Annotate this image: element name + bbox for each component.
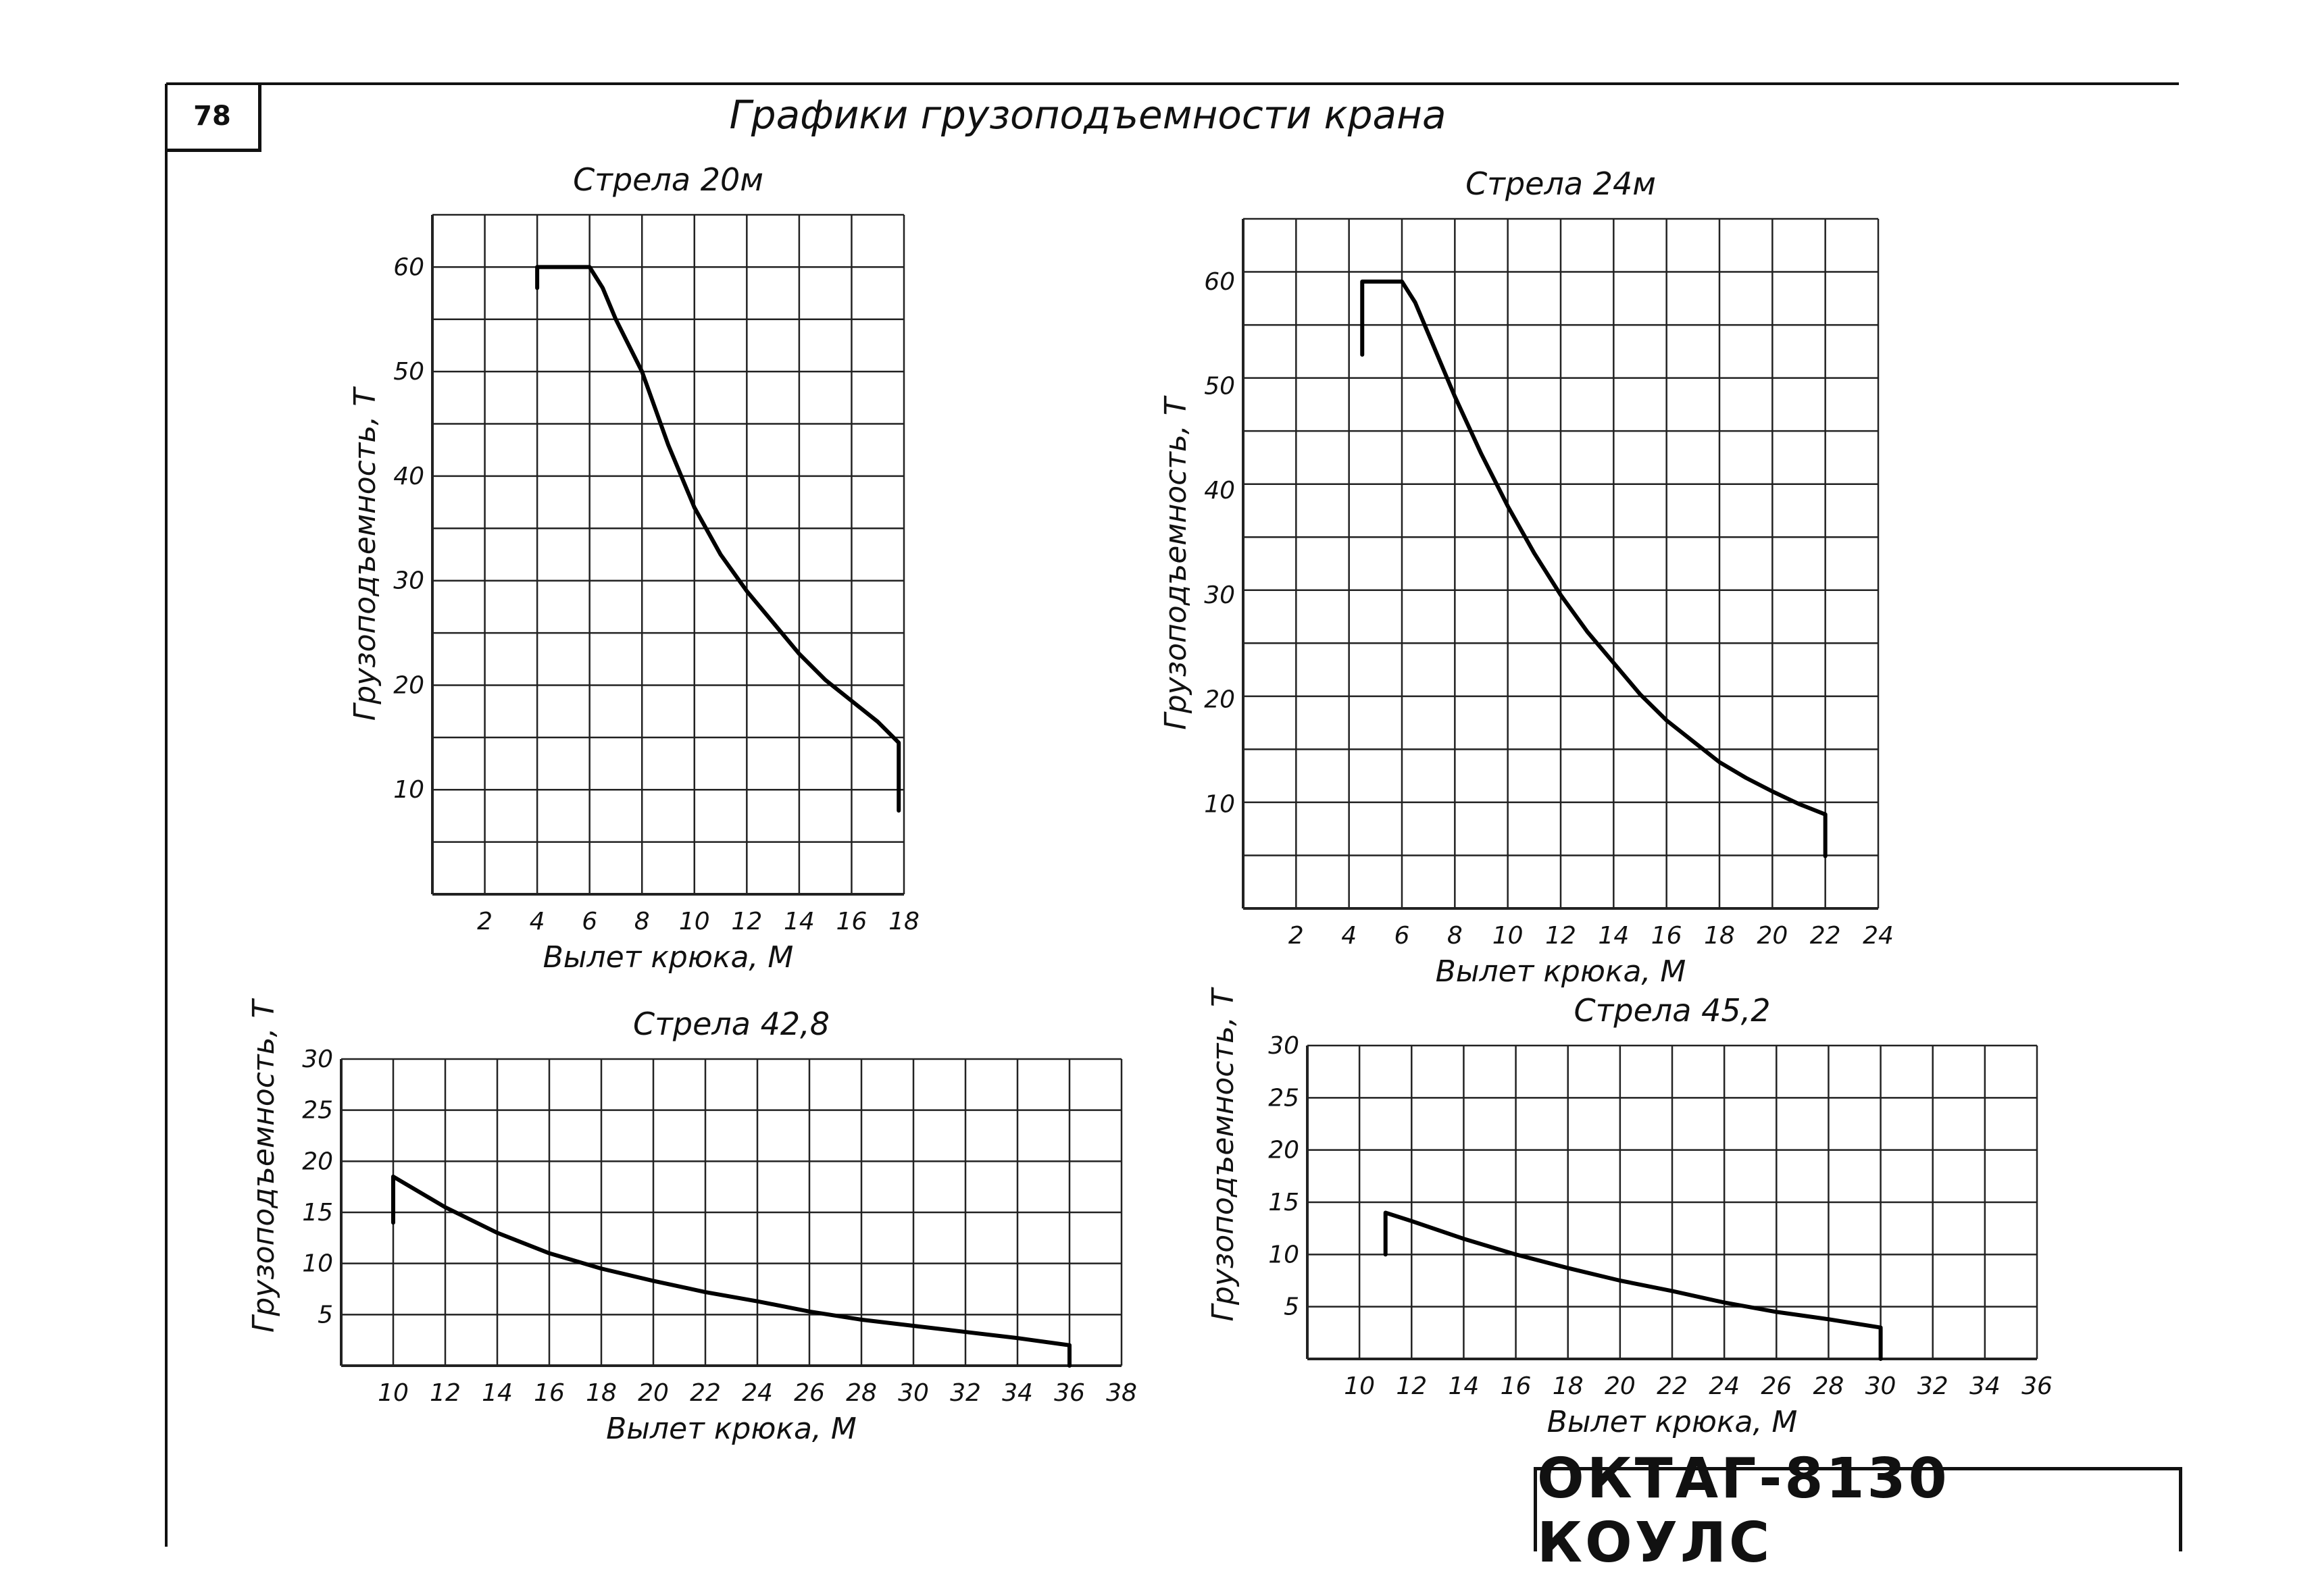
- chart-4-x-tick-label: 22: [1657, 1372, 1688, 1400]
- chart-2-x-tick-label: 20: [1757, 922, 1788, 950]
- chart-3-x-tick-label: 26: [794, 1379, 825, 1407]
- chart-2-x-tick-label: 14: [1598, 922, 1629, 950]
- chart-2-y-tick-label: 50: [1204, 373, 1235, 401]
- chart-4-x-tick-label: 26: [1761, 1372, 1792, 1400]
- chart-3-x-tick-label: 20: [638, 1379, 669, 1407]
- chart-3-series-line: [391, 1175, 1072, 1368]
- chart-4-y-tick-label: 5: [1284, 1293, 1299, 1321]
- chart-4-x-tick-label: 10: [1344, 1372, 1375, 1400]
- chart-1-y-tick-label: 20: [393, 671, 424, 699]
- chart-3-y-tick-label: 5: [318, 1301, 333, 1329]
- chart-1-x-tick-label: 2: [477, 908, 493, 935]
- chart-3-x-tick-label: 38: [1106, 1379, 1137, 1407]
- chart-1-x-tick-label: 16: [836, 908, 867, 935]
- chart-1-y-tick-label: 40: [393, 463, 424, 490]
- chart-2-y-tick-label: 30: [1204, 582, 1235, 609]
- chart-3-x-tick-label: 10: [378, 1379, 409, 1407]
- chart-3-x-tick-label: 18: [586, 1379, 617, 1407]
- chart-3-title: Стрела 42,8: [633, 1006, 830, 1042]
- chart-4-x-tick-label: 24: [1709, 1372, 1740, 1400]
- chart-4-x-axis-label: Вылет крюка, М: [1547, 1405, 1798, 1439]
- chart-1-x-tick-label: 12: [731, 908, 762, 935]
- chart-2-title: Стрела 24м: [1465, 165, 1656, 202]
- chart-3-x-tick-label: 28: [846, 1379, 877, 1407]
- page-title: Графики грузоподъемности крана: [729, 92, 1446, 138]
- chart-3-y-tick-label: 25: [302, 1097, 333, 1125]
- chart-2-x-tick-label: 8: [1447, 922, 1463, 950]
- chart-2-x-tick-label: 18: [1704, 922, 1735, 950]
- chart-2-y-tick-label: 10: [1204, 790, 1235, 818]
- chart-2-x-tick-label: 10: [1492, 922, 1524, 950]
- chart-1-x-axis-label: Вылет крюка, М: [543, 940, 794, 975]
- chart-1-x-tick-label: 18: [888, 908, 920, 935]
- chart-4-y-tick-label: 15: [1268, 1189, 1299, 1216]
- chart-4-x-tick-label: 18: [1553, 1372, 1584, 1400]
- chart-4-y-tick-label: 20: [1268, 1137, 1299, 1164]
- chart-3-x-tick-label: 16: [534, 1379, 565, 1407]
- chart-3-y-tick-label: 30: [302, 1046, 333, 1073]
- chart-2-x-tick-label: 2: [1288, 922, 1304, 950]
- chart-2-x-tick-label: 24: [1863, 922, 1894, 950]
- chart-4-x-tick-label: 34: [1969, 1372, 2001, 1400]
- chart-2-x-tick-label: 6: [1394, 922, 1410, 950]
- chart-3-x-axis-label: Вылет крюка, М: [606, 1412, 857, 1446]
- chart-3-x-tick-label: 30: [898, 1379, 929, 1407]
- chart-3-y-tick-label: 20: [302, 1148, 333, 1175]
- chart-4-y-tick-label: 30: [1268, 1032, 1299, 1060]
- chart-2-y-tick-label: 60: [1204, 268, 1235, 296]
- chart-4-title: Стрела 45,2: [1574, 992, 1770, 1029]
- chart-4-x-tick-label: 16: [1501, 1372, 1532, 1400]
- chart-3-x-tick-label: 24: [742, 1379, 773, 1407]
- chart-1-y-tick-label: 60: [393, 253, 424, 281]
- chart-2-x-tick-label: 22: [1810, 922, 1841, 950]
- chart-1-x-tick-label: 4: [530, 908, 545, 935]
- chart-1-y-axis-label: Грузоподъемность, Т: [348, 386, 382, 721]
- chart-1-title: Стрела 20м: [573, 161, 763, 198]
- chart-3-y-tick-label: 10: [302, 1250, 333, 1278]
- chart-4-y-tick-label: 25: [1268, 1084, 1299, 1112]
- chart-1-x-tick-label: 14: [784, 908, 815, 935]
- chart-3-y-tick-label: 15: [302, 1199, 333, 1227]
- page-number: 78: [166, 84, 261, 152]
- chart-2-y-tick-label: 20: [1204, 686, 1235, 714]
- chart-4-y-axis-label: Грузоподъемность, Т: [1206, 987, 1240, 1322]
- chart-2-x-axis-label: Вылет крюка, М: [1436, 954, 1686, 989]
- chart-2-y-tick-label: 40: [1204, 477, 1235, 505]
- chart-1-x-tick-label: 6: [582, 908, 597, 935]
- chart-2-series-line: [1360, 279, 1828, 858]
- chart-4-x-tick-label: 20: [1605, 1372, 1636, 1400]
- chart-3-x-tick-label: 36: [1054, 1379, 1085, 1407]
- chart-4-x-tick-label: 30: [1865, 1372, 1896, 1400]
- chart-1-y-tick-label: 30: [393, 567, 424, 595]
- chart-3-x-tick-label: 32: [950, 1379, 981, 1407]
- chart-3-x-tick-label: 14: [482, 1379, 513, 1407]
- chart-1-series-line: [535, 265, 901, 813]
- chart-3-y-axis-label: Грузоподъемность, Т: [247, 998, 281, 1333]
- title-block-stamp: ОКТАГ-8130 КОУЛС: [1534, 1447, 2182, 1575]
- chart-1-y-tick-label: 10: [393, 776, 424, 804]
- chart-3-x-tick-label: 12: [430, 1379, 461, 1407]
- chart-4-x-tick-label: 36: [2021, 1372, 2053, 1400]
- chart-2-y-axis-label: Грузоподъемность, Т: [1159, 395, 1193, 730]
- chart-4-x-tick-label: 14: [1449, 1372, 1480, 1400]
- chart-2-x-tick-label: 16: [1651, 922, 1682, 950]
- chart-2-x-tick-label: 4: [1341, 922, 1357, 950]
- chart-1-x-tick-label: 8: [634, 908, 650, 935]
- chart-4-y-tick-label: 10: [1268, 1241, 1299, 1268]
- chart-4-x-tick-label: 28: [1813, 1372, 1844, 1400]
- chart-1-y-tick-label: 50: [393, 358, 424, 386]
- chart-1-x-tick-label: 10: [679, 908, 710, 935]
- chart-3-x-tick-label: 34: [1002, 1379, 1033, 1407]
- chart-2-x-tick-label: 12: [1545, 922, 1576, 950]
- chart-4-series-line: [1383, 1210, 1883, 1361]
- chart-4-x-tick-label: 32: [1917, 1372, 1948, 1400]
- chart-4-x-tick-label: 12: [1396, 1372, 1427, 1400]
- chart-3-x-tick-label: 22: [690, 1379, 721, 1407]
